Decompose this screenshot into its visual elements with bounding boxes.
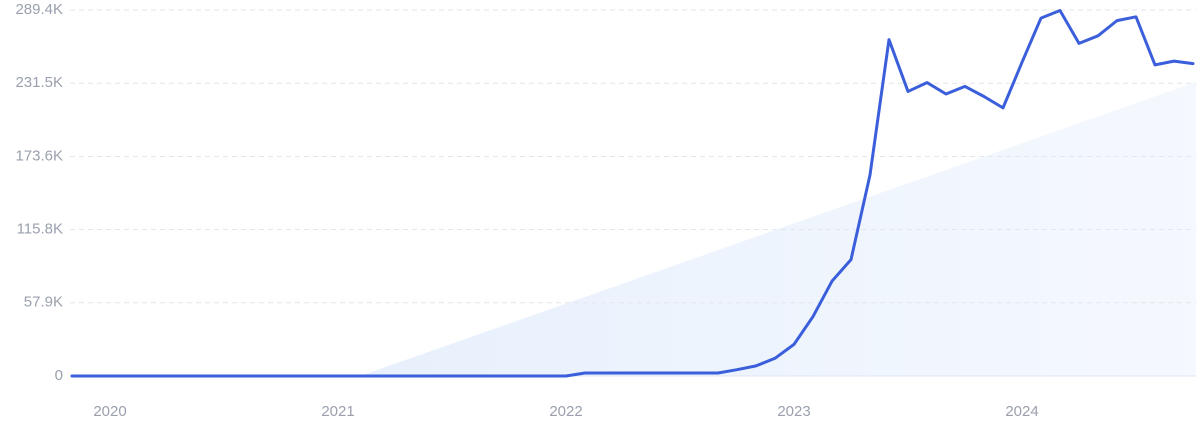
x-tick-label: 2023 <box>777 403 810 420</box>
line <box>70 9 1195 378</box>
y-tick-label: 231.5K <box>15 74 63 91</box>
y-tick-label: 289.4K <box>15 1 63 18</box>
x-tick-label: 2022 <box>549 403 582 420</box>
y-tick-label: 115.8K <box>17 221 63 238</box>
x-tick-label: 2020 <box>93 403 126 420</box>
trend-area <box>360 82 1196 376</box>
y-tick-label: 57.9K <box>24 294 63 311</box>
x-tick-label: 2024 <box>1005 403 1038 420</box>
y-tick-label: 0 <box>55 367 63 384</box>
x-tick-label: 2021 <box>321 403 354 420</box>
y-tick-label: 173.6K <box>15 147 63 164</box>
